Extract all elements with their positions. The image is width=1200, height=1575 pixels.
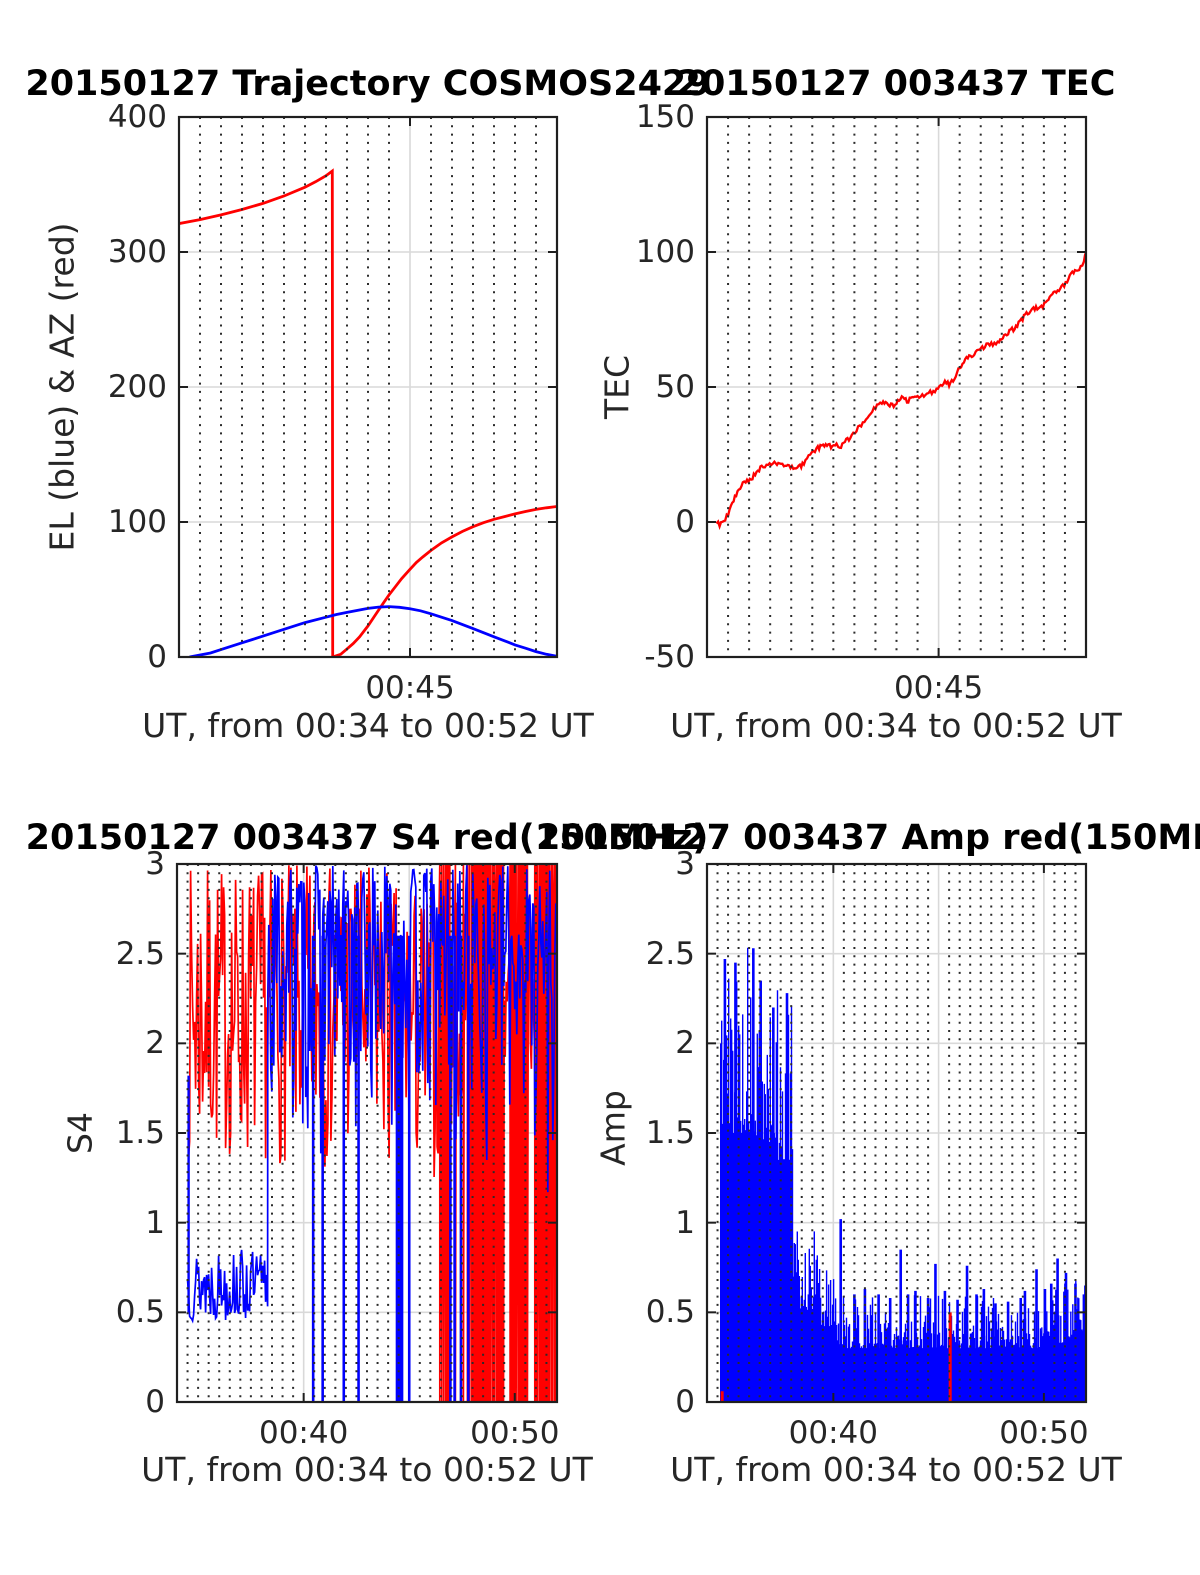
series-group xyxy=(715,251,1086,531)
y-axis-label-trajectory: EL (blue) & AZ (red) xyxy=(42,222,82,552)
y-tick-label: 0 xyxy=(675,504,695,540)
minor-grid xyxy=(727,117,1066,657)
y-tick-label: 400 xyxy=(107,99,167,135)
axes-frame xyxy=(705,115,1088,659)
series-s4-400mhz-blue xyxy=(186,865,557,1324)
panel-title-amp: 20150127 003437 Amp red(150MHz) xyxy=(536,818,1200,858)
y-tick-label: -50 xyxy=(644,639,695,675)
panel-svg-amp xyxy=(705,862,1088,1404)
x-tick-label: 00:50 xyxy=(999,1415,1089,1451)
y-tick-label: 2 xyxy=(675,1025,695,1062)
major-grid xyxy=(707,117,1086,657)
x-tick-label: 00:50 xyxy=(470,1415,560,1451)
y-tick-label: 3 xyxy=(145,846,165,882)
axes-frame xyxy=(705,862,1088,1404)
series-s4-150mhz-red xyxy=(187,864,557,1402)
series-azimuth-red xyxy=(179,168,557,657)
y-tick-label: 1.5 xyxy=(645,1115,695,1151)
x-tick-label: 00:45 xyxy=(365,670,455,706)
y-tick-label: 1 xyxy=(145,1204,165,1241)
y-tick-label: 0 xyxy=(675,1384,695,1420)
series-elevation-blue xyxy=(189,605,557,657)
panel-title-s4: 20150127 003437 S4 red(150MHz) xyxy=(25,818,709,858)
y-tick-label: 0 xyxy=(145,1384,165,1420)
x-tick-label: 00:40 xyxy=(258,1415,349,1451)
y-tick-label: 2.5 xyxy=(115,935,165,972)
y-tick-label: 50 xyxy=(655,369,695,405)
minor-grid xyxy=(199,117,537,657)
series-tec-red xyxy=(715,251,1086,531)
y-tick-label: 100 xyxy=(635,234,695,270)
y-axis-label-s4: S4 xyxy=(60,1112,100,1154)
panel-svg-trajectory xyxy=(177,115,559,659)
x-tick-label: 00:40 xyxy=(788,1415,878,1451)
minor-grid xyxy=(716,864,1077,1402)
y-tick-label: 3 xyxy=(675,846,695,882)
y-axis-label-tec: TEC xyxy=(597,354,637,420)
series-group xyxy=(719,947,1086,1402)
y-tick-label: 1.5 xyxy=(115,1115,165,1151)
axes-frame xyxy=(177,115,559,659)
major-grid xyxy=(179,117,557,657)
axes-frame xyxy=(175,862,559,1404)
y-axis-label-amp: Amp xyxy=(593,1090,633,1166)
y-tick-label: 0.5 xyxy=(645,1294,695,1331)
y-tick-label: 2 xyxy=(145,1025,165,1062)
y-tick-label: 1 xyxy=(675,1204,695,1241)
panel-svg-tec xyxy=(705,115,1088,659)
y-tick-label: 0 xyxy=(147,639,167,675)
panel-title-tec: 20150127 003437 TEC xyxy=(676,64,1116,104)
minor-grid xyxy=(186,864,548,1402)
y-tick-label: 200 xyxy=(107,369,167,405)
x-tick-label: 00:45 xyxy=(893,670,984,706)
y-tick-label: 300 xyxy=(107,234,167,270)
y-tick-label: 2.5 xyxy=(645,935,695,972)
panel-title-trajectory: 20150127 Trajectory COSMOS2429 xyxy=(25,64,711,104)
x-axis-label-trajectory: UT, from 00:34 to 00:52 UT xyxy=(142,706,594,745)
x-axis-label-s4: UT, from 00:34 to 00:52 UT xyxy=(141,1450,593,1489)
series-group xyxy=(179,168,557,657)
x-axis-label-amp: UT, from 00:34 to 00:52 UT xyxy=(670,1450,1122,1489)
panel-svg-s4 xyxy=(175,862,559,1404)
y-tick-label: 150 xyxy=(635,99,695,135)
y-tick-label: 0.5 xyxy=(115,1294,165,1331)
x-axis-label-tec: UT, from 00:34 to 00:52 UT xyxy=(670,706,1122,745)
y-tick-label: 100 xyxy=(107,504,167,540)
